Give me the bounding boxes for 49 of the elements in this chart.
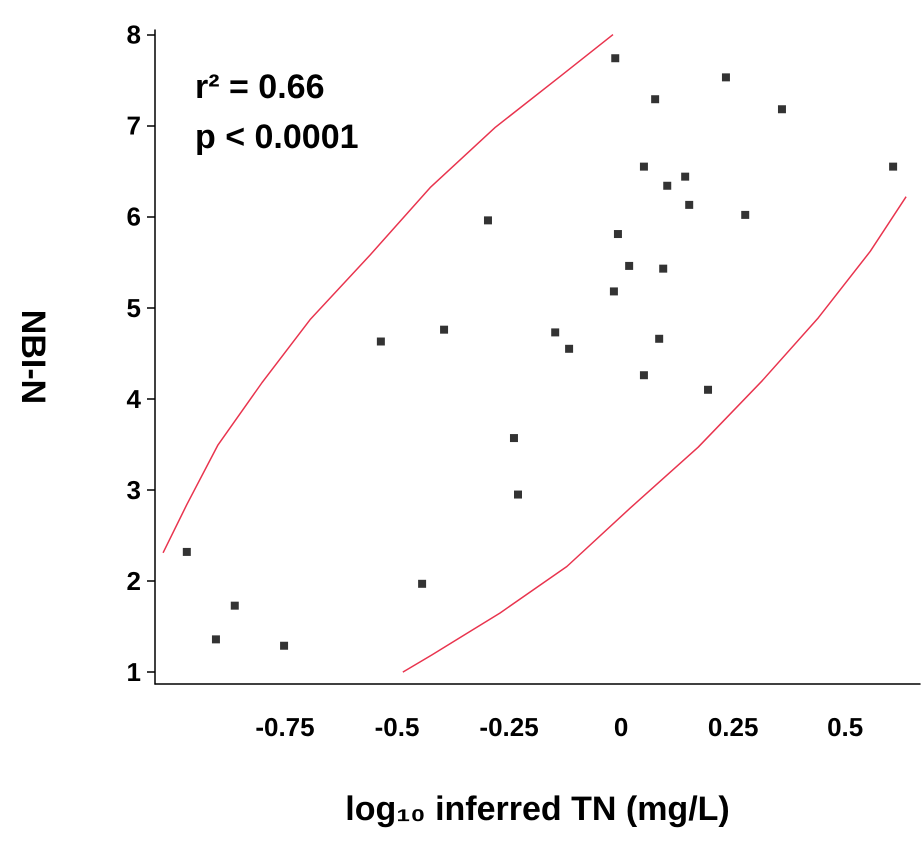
y-tick-label: 2 — [126, 566, 141, 596]
point — [681, 172, 690, 181]
line-series — [402, 196, 907, 673]
y-tick-label: 5 — [126, 292, 141, 323]
y-tick-label: 8 — [126, 20, 141, 50]
point — [625, 262, 634, 270]
point — [484, 216, 492, 224]
point — [440, 326, 448, 334]
point — [610, 287, 618, 296]
point — [640, 371, 648, 380]
point — [659, 264, 668, 273]
x-axis-title: log₁₀ inferred TN (mg/L) — [345, 790, 730, 828]
point — [741, 210, 750, 219]
point — [778, 105, 786, 114]
y-tick-label: 1 — [126, 657, 141, 688]
point — [565, 344, 574, 353]
point — [685, 200, 694, 209]
line-series — [162, 34, 614, 554]
point — [651, 95, 660, 104]
point — [212, 635, 220, 644]
x-tick-label: -0.25 — [479, 712, 539, 742]
point — [514, 490, 522, 499]
point — [663, 182, 672, 190]
point — [722, 73, 730, 82]
x-tick-label: 0.5 — [827, 712, 864, 742]
point — [280, 642, 288, 650]
x-tick-label: 0.25 — [708, 712, 758, 742]
point — [510, 434, 518, 442]
point — [376, 338, 385, 346]
point — [614, 230, 622, 238]
point — [551, 328, 560, 336]
x-tick-label: 0 — [614, 712, 628, 742]
point — [640, 162, 648, 171]
point — [418, 580, 426, 588]
x-tick-label: -0.75 — [255, 712, 315, 742]
y-tick-label: 3 — [126, 474, 141, 505]
x-tick-label: -0.5 — [374, 712, 420, 742]
point — [889, 162, 898, 171]
point — [704, 386, 712, 394]
annotation: r² = 0.66 — [195, 68, 324, 106]
point — [611, 54, 620, 62]
y-tick-label: 7 — [126, 110, 141, 141]
y-tick-label: 6 — [126, 202, 141, 232]
point — [655, 334, 664, 343]
point — [230, 602, 239, 610]
point — [182, 548, 191, 556]
y-axis-title: NBI-N — [14, 310, 52, 404]
y-tick-label: 4 — [126, 384, 142, 414]
annotation: p < 0.0001 — [195, 118, 359, 156]
